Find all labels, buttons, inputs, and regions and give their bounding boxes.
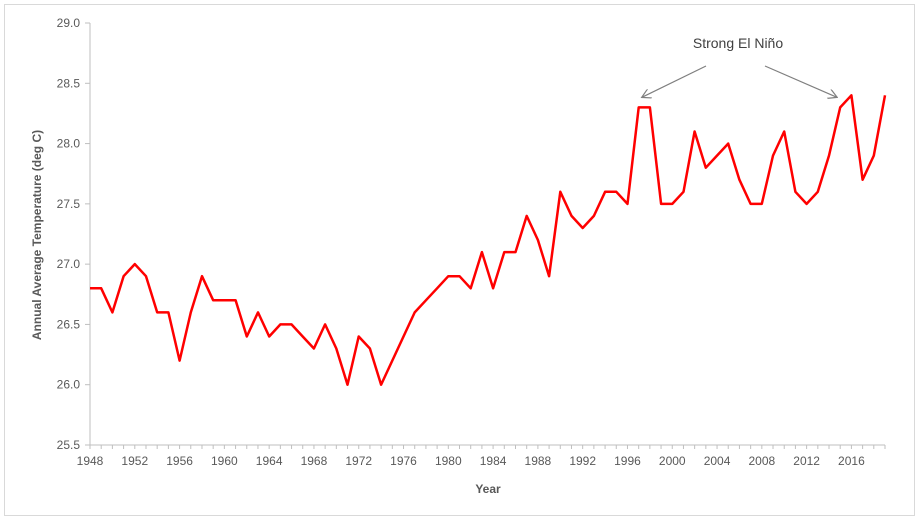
x-tick-label: 1960	[211, 454, 238, 468]
x-tick-label: 2008	[748, 454, 775, 468]
y-tick-label: 28.0	[57, 137, 81, 151]
y-tick-label: 29.0	[57, 16, 81, 30]
y-tick-label: 26.0	[57, 378, 81, 392]
x-tick-label: 1948	[77, 454, 104, 468]
y-axis-title: Annual Average Temperature (deg C)	[30, 130, 44, 340]
x-tick-label: 1996	[614, 454, 641, 468]
x-tick-label: 2004	[704, 454, 731, 468]
x-tick-label: 1992	[569, 454, 596, 468]
x-tick-label: 1988	[525, 454, 552, 468]
x-tick-label: 1952	[121, 454, 148, 468]
series-layer	[89, 94, 887, 386]
x-tick-labels: 1948 1952 1956 1960 1964 1968 1972 1976 1980 1984…	[77, 454, 865, 468]
x-tick-label: 1964	[256, 454, 283, 468]
series-line	[90, 94, 887, 386]
y-tick-label: 28.5	[57, 76, 81, 90]
x-tick-label: 2012	[793, 454, 820, 468]
x-tick-label: 1968	[301, 454, 328, 468]
x-tick-label: 2000	[659, 454, 686, 468]
y-tick-label: 26.5	[57, 317, 81, 331]
annotation-label: Strong El Niño	[693, 35, 783, 51]
x-axis-title: Year	[475, 482, 501, 496]
x-tick-label: 1976	[390, 454, 417, 468]
x-tick-label: 1984	[480, 454, 507, 468]
axes	[85, 22, 886, 449]
y-tick-label: 27.0	[57, 257, 81, 271]
annotation-arrow-right	[764, 65, 837, 97]
annotation-arrow-left	[642, 65, 707, 97]
x-tick-label: 2016	[838, 454, 865, 468]
y-tick-label: 25.5	[57, 438, 81, 452]
x-tick-label: 1972	[345, 454, 372, 468]
x-tick-label: 1980	[435, 454, 462, 468]
y-tick-label: 27.5	[57, 197, 81, 211]
y-tick-labels: 25.5 26.0 26.5 27.0 27.5 28.0 28.5 29.0	[57, 16, 81, 452]
x-tick-label: 1956	[166, 454, 193, 468]
annotation-layer: Strong El Niño	[642, 35, 838, 97]
chart-frame	[4, 4, 915, 516]
